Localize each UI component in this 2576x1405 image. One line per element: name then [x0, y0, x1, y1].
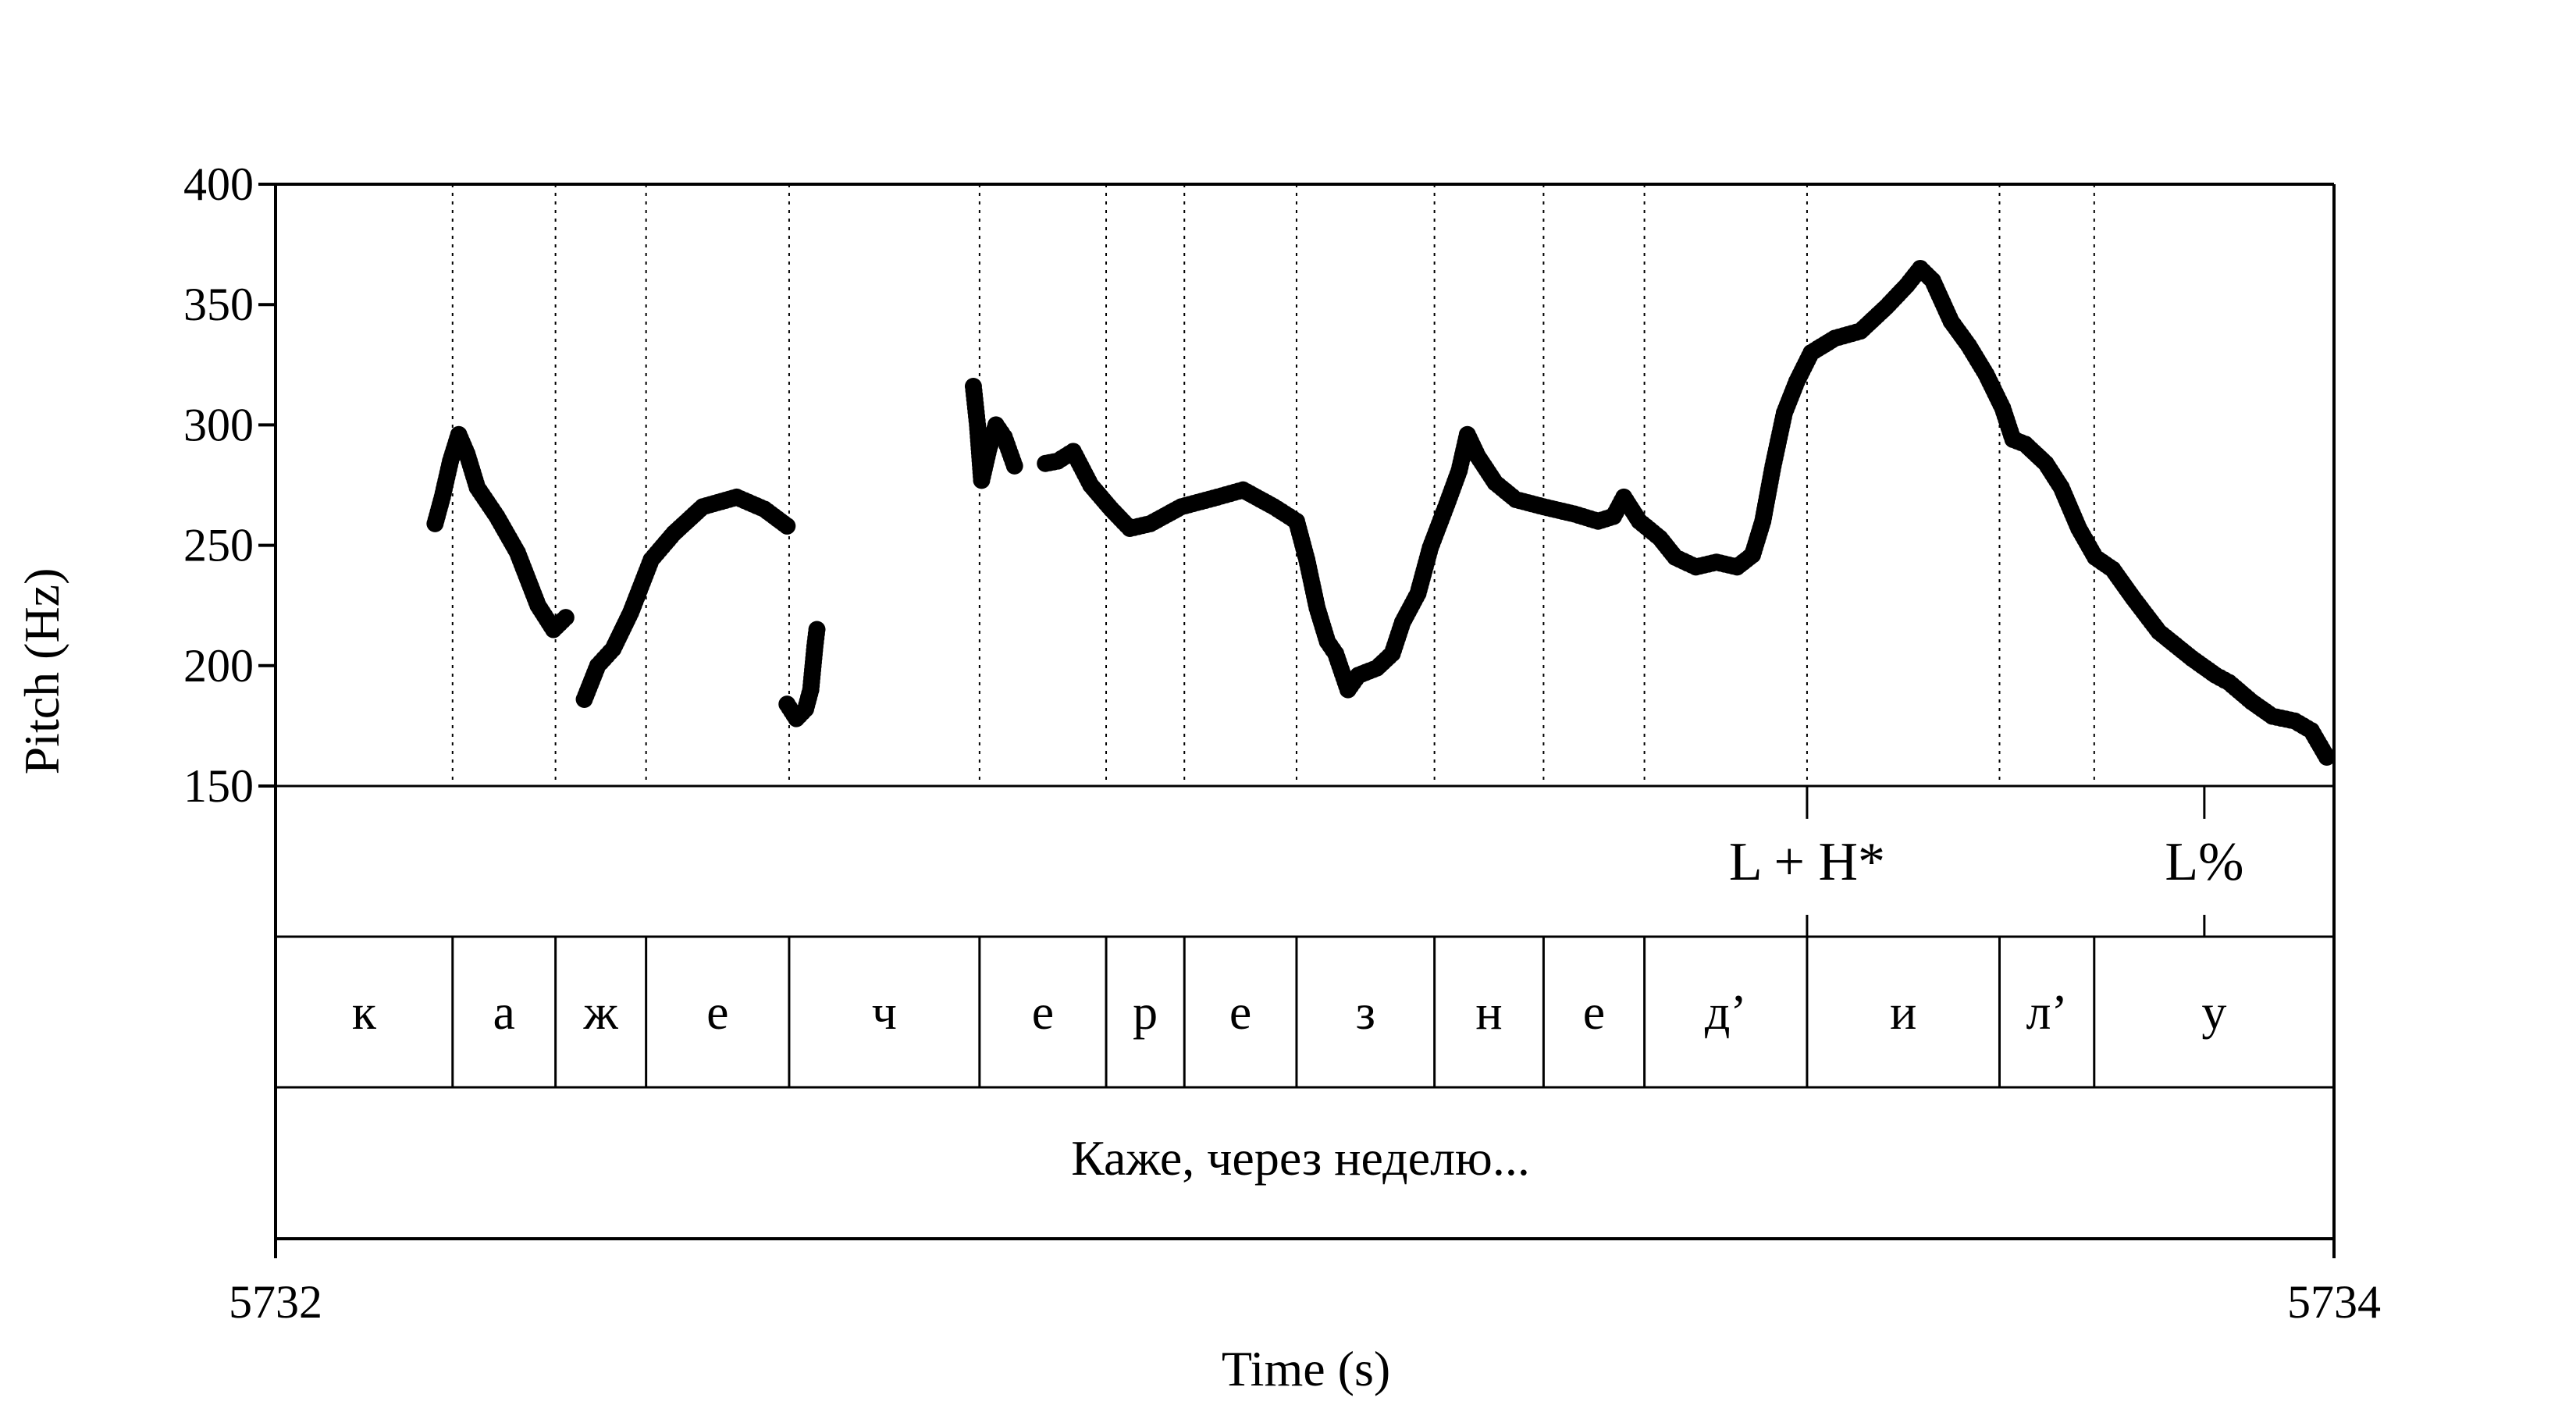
- y-tick-label: 200: [183, 640, 254, 692]
- x-axis-title: Time (s): [1222, 1341, 1390, 1396]
- segment-label: ч: [872, 984, 897, 1040]
- pitch-points: [426, 259, 2336, 766]
- y-tick-label: 250: [183, 520, 254, 571]
- segment-label: р: [1133, 984, 1158, 1040]
- y-tick-label: 400: [183, 158, 254, 210]
- tone-label: L + H*: [1729, 832, 1885, 892]
- segment-label: к: [352, 984, 377, 1040]
- tone-label: L%: [2165, 832, 2243, 892]
- pitch-point: [1005, 457, 1023, 475]
- y-tick-label: 350: [183, 279, 254, 330]
- pitch-point: [557, 609, 575, 627]
- segment-label: е: [1583, 984, 1605, 1040]
- y-tick-label: 300: [183, 399, 254, 450]
- segment-label: л’: [2026, 984, 2068, 1040]
- pitch-point: [778, 517, 796, 535]
- x-tick-label: 5734: [2287, 1276, 2381, 1328]
- pitch-point: [808, 621, 826, 638]
- segment-label: у: [2201, 984, 2226, 1040]
- boundary-grid: [451, 184, 2095, 786]
- segment-label: е: [1032, 984, 1054, 1040]
- y-axis-title: Pitch (Hz): [14, 568, 69, 775]
- segment-label: а: [493, 984, 515, 1040]
- segment-label: и: [1890, 984, 1916, 1040]
- segment-label: з: [1356, 984, 1375, 1040]
- segment-label: е: [1229, 984, 1251, 1040]
- x-tick-label: 5732: [229, 1276, 322, 1328]
- segment-label: е: [706, 984, 728, 1040]
- chart-labels: Time (s) Pitch (Hz) Каже, через неделю..…: [14, 158, 2381, 1396]
- y-tick-label: 150: [183, 760, 254, 812]
- pitch-point: [2318, 748, 2336, 766]
- segment-label: д’: [1705, 984, 1747, 1040]
- plot-frame: [258, 183, 2336, 1258]
- segment-label: ж: [583, 984, 619, 1040]
- sentence-label: Каже, через неделю...: [1071, 1130, 1530, 1186]
- segment-label: н: [1475, 984, 1502, 1040]
